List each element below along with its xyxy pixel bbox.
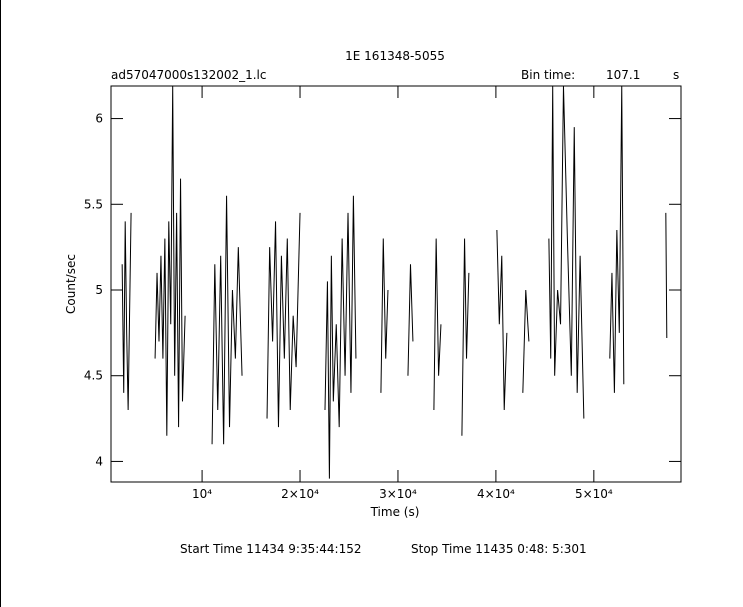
chart-title: 1E 161348-5055 bbox=[345, 49, 445, 63]
bin-time: 107.1 bbox=[606, 68, 640, 82]
x-tick-label: 2×10⁴ bbox=[281, 487, 319, 501]
x-axis-label: Time (s) bbox=[370, 505, 420, 519]
x-tick-label: 10⁴ bbox=[192, 487, 212, 501]
x-tick-label: 4×10⁴ bbox=[477, 487, 515, 501]
x-tick-label: 5×10⁴ bbox=[575, 487, 613, 501]
light-curve bbox=[121, 85, 668, 479]
y-tick-label: 5.5 bbox=[84, 197, 103, 211]
y-tick-label: 4 bbox=[95, 454, 103, 468]
plot-frame bbox=[110, 85, 682, 483]
file-label: ad57047000s132002_1.lc bbox=[111, 68, 267, 82]
x-tick-label: 3×10⁴ bbox=[379, 487, 417, 501]
bin-time-label: Bin time: bbox=[521, 68, 575, 82]
stop-time: Stop Time 11435 0:48: 5:301 bbox=[411, 542, 587, 556]
start-time: Start Time 11434 9:35:44:152 bbox=[180, 542, 362, 556]
y-tick-label: 5 bbox=[95, 283, 103, 297]
bin-time-unit: s bbox=[673, 68, 679, 82]
y-axis-label: Count/sec bbox=[64, 254, 78, 314]
y-tick-label: 6 bbox=[95, 112, 103, 126]
y-tick-label: 4.5 bbox=[84, 369, 103, 383]
